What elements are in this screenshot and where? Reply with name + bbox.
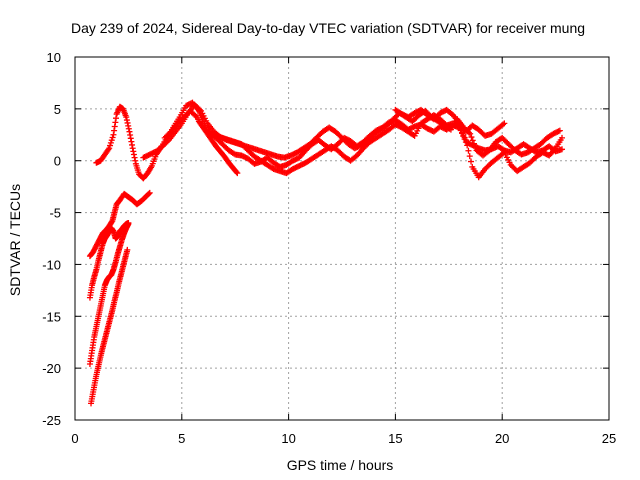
data-point	[109, 134, 116, 141]
y-tick-label: -15	[42, 309, 61, 324]
axes: 0 5 10 15 20 25 -25 -20 -15 -10 -5 0 5 10	[42, 50, 616, 446]
y-tick-label: -10	[42, 257, 61, 272]
series-trace-3	[86, 220, 132, 367]
data-point	[559, 146, 566, 153]
grid	[75, 57, 609, 420]
chart-title: Day 239 of 2024, Sidereal Day-to-day VTE…	[71, 20, 585, 36]
y-tick-label: 5	[54, 102, 61, 117]
data-point	[125, 220, 132, 227]
data-point	[464, 142, 471, 149]
x-tick-label: 5	[178, 431, 185, 446]
data-point	[124, 246, 131, 253]
data-point	[106, 145, 113, 152]
x-tick-label: 15	[388, 431, 402, 446]
x-tick-label: 0	[71, 431, 78, 446]
data-point	[472, 144, 479, 151]
data-points	[86, 99, 566, 407]
data-point	[107, 139, 114, 146]
y-tick-label: 10	[47, 50, 61, 65]
data-point	[107, 142, 114, 149]
y-tick-label: -5	[49, 206, 61, 221]
y-tick-label: -20	[42, 361, 61, 376]
data-point	[559, 134, 566, 141]
data-point	[192, 112, 199, 119]
data-point	[556, 127, 563, 134]
x-tick-label: 25	[602, 431, 616, 446]
y-axis-label: SDTVAR / TECUs	[7, 184, 23, 296]
data-point	[469, 137, 476, 144]
data-point	[465, 147, 472, 154]
data-point	[196, 106, 203, 113]
series-trace-4	[88, 246, 131, 407]
y-tick-label: 0	[54, 154, 61, 169]
series-trace-1	[86, 189, 153, 260]
plot-frame	[74, 56, 610, 421]
series-trace-8	[195, 118, 241, 177]
data-point	[500, 121, 507, 128]
data-point	[467, 130, 474, 137]
data-point	[108, 137, 115, 144]
data-point	[233, 169, 240, 176]
data-point	[234, 170, 241, 177]
data-point	[105, 146, 112, 153]
data-point	[468, 158, 475, 165]
series-trace-9	[392, 106, 508, 139]
data-point	[468, 134, 475, 141]
data-point	[501, 120, 508, 127]
data-point	[466, 153, 473, 160]
x-axis-label: GPS time / hours	[287, 457, 394, 473]
x-tick-label: 20	[495, 431, 509, 446]
y-tick-label: -25	[42, 413, 61, 428]
data-point	[146, 189, 153, 196]
data-point	[145, 190, 152, 197]
data-point	[471, 140, 478, 147]
data-point	[462, 136, 469, 143]
x-tick-label: 10	[281, 431, 295, 446]
